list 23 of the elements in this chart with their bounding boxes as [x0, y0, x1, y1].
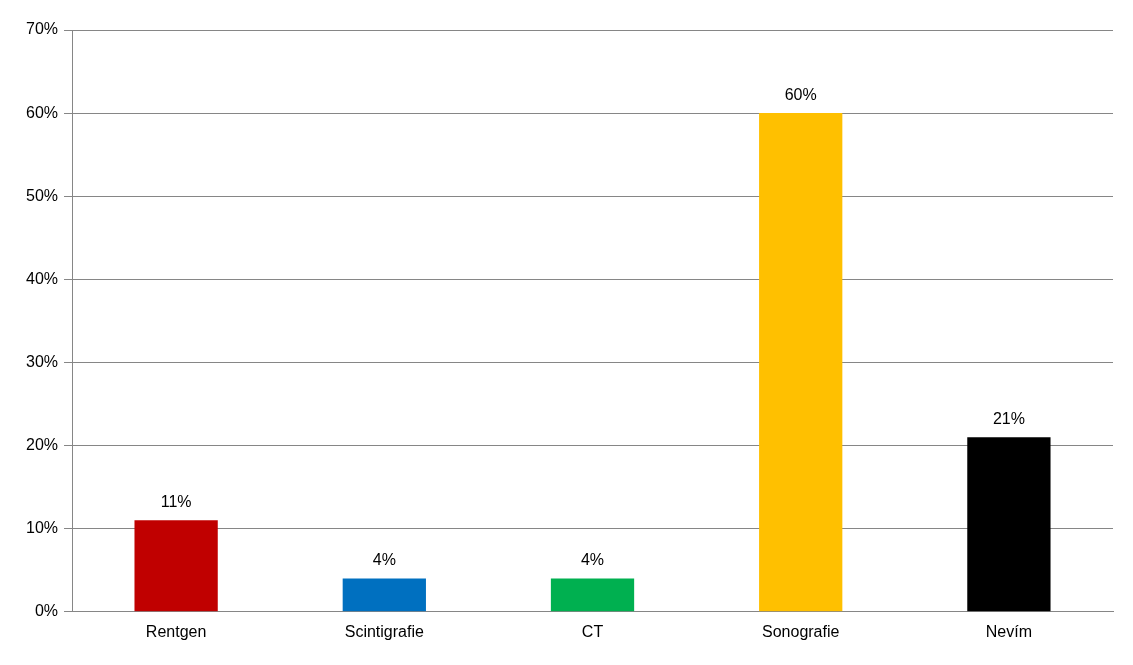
data-label: 11% [160, 492, 192, 510]
bar [134, 520, 218, 612]
bar [342, 578, 426, 612]
y-tick-label: 30% [25, 352, 59, 370]
data-label: 60% [784, 85, 817, 103]
y-tick-label: 70% [25, 20, 59, 38]
data-label: 21% [992, 409, 1025, 427]
bar [550, 578, 635, 612]
bar [967, 437, 1051, 612]
bar [759, 113, 843, 612]
y-tick-label: 20% [25, 435, 59, 453]
y-tick-label: 0% [34, 602, 59, 620]
x-tick-label: Rentgen [145, 622, 207, 640]
x-tick-label: Scintigrafie [344, 622, 424, 640]
y-tick-label: 60% [25, 103, 59, 121]
x-tick-label: Sonografie [762, 622, 840, 640]
y-tick-label: 10% [25, 519, 59, 537]
data-label: 4% [580, 550, 605, 568]
y-tick-label: 40% [25, 269, 59, 287]
data-label: 4% [372, 550, 396, 568]
x-tick-label: Nevím [985, 622, 1033, 640]
y-tick-label: 50% [25, 186, 59, 204]
x-tick-label: CT [581, 622, 604, 640]
